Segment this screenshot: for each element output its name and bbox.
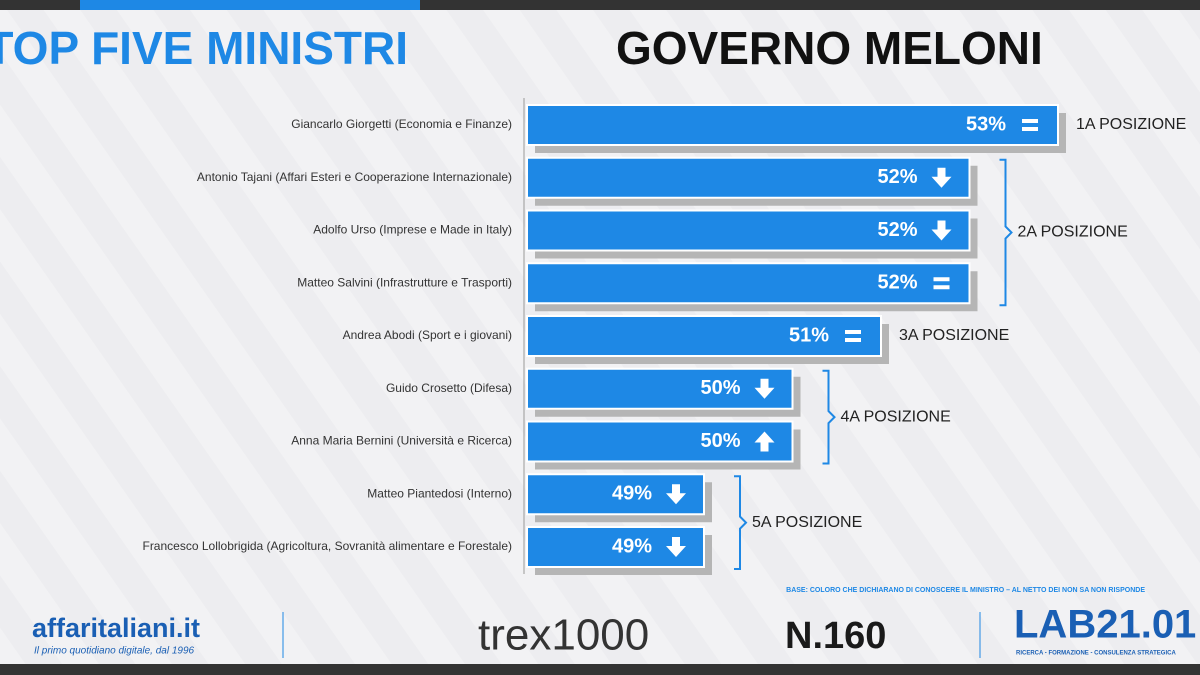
category-label: Matteo Piantedosi (Interno): [367, 486, 512, 500]
value-label: 49%: [612, 483, 652, 505]
bar: [526, 315, 882, 357]
bottom-bar: [0, 664, 1200, 675]
top-accent: [80, 0, 420, 10]
title: TOP FIVE MINISTRI: [0, 22, 408, 74]
title-2: GOVERNO MELONI: [616, 22, 1043, 74]
group-label: 5A POSIZIONE: [752, 514, 862, 531]
trend-icon: [931, 167, 952, 188]
tagline: Il primo quotidiano digitale, dal 1996: [34, 646, 195, 657]
trend-icon: [845, 330, 861, 334]
value-label: 50%: [700, 377, 740, 399]
category-label: Francesco Lollobrigida (Agricoltura, Sov…: [142, 539, 512, 553]
trend-icon: [666, 537, 686, 557]
lab-logo: LAB21.01: [1014, 603, 1196, 647]
category-label: Guido Crosetto (Difesa): [386, 381, 512, 395]
group-bracket: [999, 158, 1013, 307]
bar: [526, 262, 971, 305]
trend-icon: [1022, 127, 1038, 131]
category-label: Matteo Salvini (Infrastrutture e Traspor…: [297, 275, 512, 289]
group-bracket: [822, 369, 836, 465]
value-label: 50%: [700, 430, 740, 452]
bar: [526, 104, 1059, 146]
trend-icon: [754, 431, 775, 452]
trend-icon: [931, 220, 952, 241]
top-bar: [0, 0, 1200, 10]
category-label: Anna Maria Bernini (Università e Ricerca…: [291, 434, 512, 448]
trex-logo: trex1000: [478, 611, 649, 660]
group-bracket: [734, 475, 748, 570]
trend-icon: [933, 285, 950, 290]
category-label: Giancarlo Giorgetti (Economia e Finanze): [291, 117, 512, 131]
brand: affaritaliani.it: [32, 613, 200, 643]
value-label: 49%: [612, 535, 652, 557]
value-label: 53%: [966, 113, 1006, 135]
note: BASE: COLORO CHE DICHIARANO DI CONOSCERE…: [786, 587, 1145, 594]
trend-icon: [933, 277, 950, 282]
group-label: 1A POSIZIONE: [1076, 116, 1186, 133]
lab-tagline: RICERCA - FORMAZIONE - CONSULENZA STRATE…: [1016, 651, 1176, 657]
trend-icon: [845, 338, 861, 342]
bar: [526, 156, 971, 199]
value-label: 52%: [877, 272, 917, 294]
trend-icon: [666, 484, 686, 505]
category-label: Adolfo Urso (Imprese e Made in Italy): [313, 223, 512, 237]
trend-icon: [754, 378, 775, 399]
issue: N.160: [785, 615, 886, 657]
value-label: 52%: [877, 166, 917, 188]
trend-icon: [1022, 119, 1038, 123]
group-label: 2A POSIZIONE: [1018, 224, 1128, 241]
category-label: Antonio Tajani (Affari Esteri e Cooperaz…: [197, 170, 512, 184]
group-label: 3A POSIZIONE: [899, 327, 1009, 344]
bar: [526, 209, 971, 252]
value-label: 51%: [789, 324, 829, 346]
bar: [526, 367, 794, 410]
category-label: Andrea Abodi (Sport e i giovani): [343, 328, 512, 342]
group-label: 4A POSIZIONE: [841, 408, 951, 425]
value-label: 52%: [877, 219, 917, 241]
bar: [526, 420, 794, 463]
